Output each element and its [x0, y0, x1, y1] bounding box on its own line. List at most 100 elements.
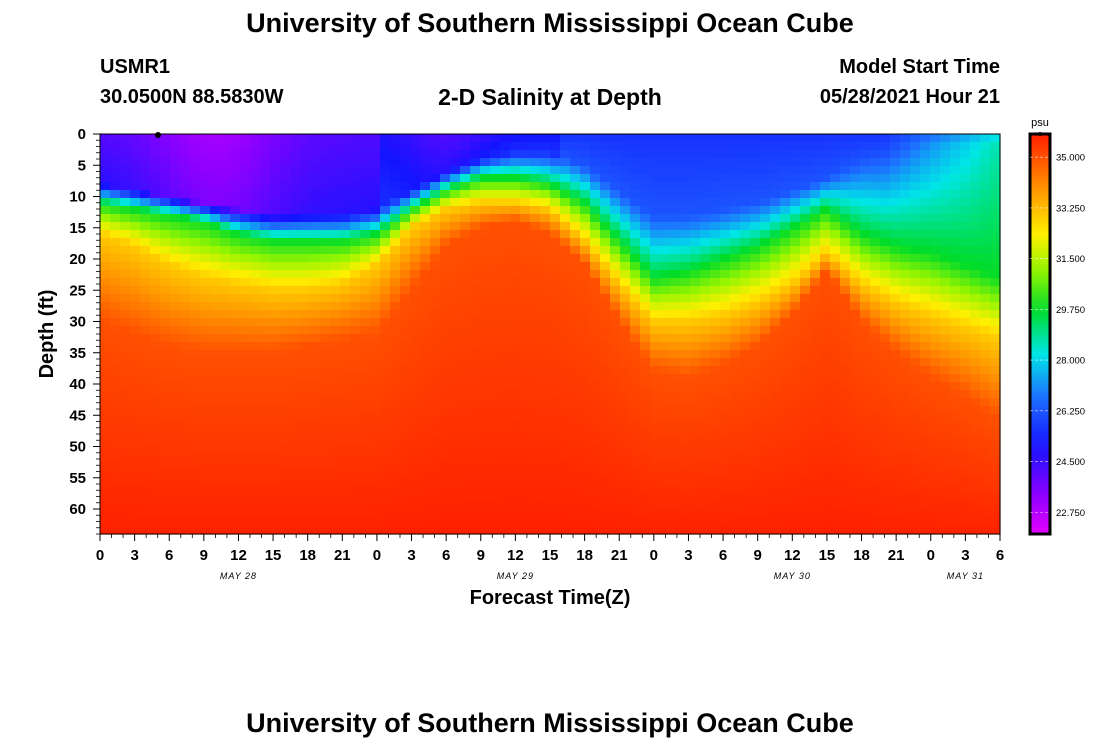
heatmap-cell: [540, 174, 551, 183]
heatmap-cell: [240, 270, 251, 279]
heatmap-cell: [450, 438, 461, 447]
heatmap-cell: [940, 502, 951, 511]
heatmap-cell: [900, 422, 911, 431]
heatmap-cell: [810, 254, 821, 263]
heatmap-cell: [160, 422, 171, 431]
heatmap-cell: [930, 342, 941, 351]
heatmap-cell: [140, 286, 151, 295]
heatmap-cell: [850, 470, 861, 479]
heatmap-cell: [450, 246, 461, 255]
heatmap-cell: [110, 278, 121, 287]
heatmap-cell: [950, 422, 961, 431]
heatmap-cell: [310, 174, 321, 183]
heatmap-cell: [250, 470, 261, 479]
heatmap-cell: [890, 422, 901, 431]
heatmap-cell: [190, 478, 201, 487]
heatmap-cell: [280, 358, 291, 367]
heatmap-cell: [690, 270, 701, 279]
heatmap-cell: [330, 510, 341, 519]
heatmap-cell: [510, 134, 521, 143]
heatmap-cell: [680, 254, 691, 263]
heatmap-cell: [800, 502, 811, 511]
heatmap-cell: [520, 478, 531, 487]
heatmap-cell: [440, 254, 451, 263]
heatmap-cell: [630, 454, 641, 463]
heatmap-cell: [300, 190, 311, 199]
heatmap-cell: [500, 142, 511, 151]
heatmap-cell: [250, 382, 261, 391]
heatmap-cell: [500, 462, 511, 471]
heatmap-cell: [920, 398, 931, 407]
x-tick-label: 0: [96, 547, 104, 564]
heatmap-cell: [110, 486, 121, 495]
heatmap-cell: [430, 174, 441, 183]
heatmap-cell: [850, 414, 861, 423]
heatmap-cell: [390, 470, 401, 479]
heatmap-cell: [260, 302, 271, 311]
heatmap-cell: [270, 398, 281, 407]
heatmap-cell: [630, 366, 641, 375]
heatmap-cell: [630, 134, 641, 143]
heatmap-cell: [890, 198, 901, 207]
heatmap-cell: [120, 182, 131, 191]
heatmap-cell: [770, 446, 781, 455]
heatmap-cell: [660, 190, 671, 199]
heatmap-cell: [410, 222, 421, 231]
heatmap-cell: [270, 342, 281, 351]
heatmap-cell: [700, 382, 711, 391]
heatmap-cell: [710, 398, 721, 407]
heatmap-cell: [820, 198, 831, 207]
heatmap-cell: [220, 134, 231, 143]
heatmap-cell: [250, 510, 261, 519]
heatmap-cell: [980, 350, 991, 359]
heatmap-cell: [420, 382, 431, 391]
heatmap-cell: [780, 294, 791, 303]
heatmap-cell: [370, 254, 381, 263]
heatmap-cell: [660, 342, 671, 351]
heatmap-cell: [160, 166, 171, 175]
heatmap-cell: [560, 398, 571, 407]
heatmap-cell: [770, 438, 781, 447]
heatmap-cell: [210, 134, 221, 143]
heatmap-cell: [390, 222, 401, 231]
heatmap-cell: [550, 326, 561, 335]
heatmap-cell: [330, 478, 341, 487]
heatmap-cell: [680, 350, 691, 359]
heatmap-cell: [100, 422, 111, 431]
heatmap-cell: [460, 310, 471, 319]
heatmap-cell: [270, 470, 281, 479]
heatmap-cell: [410, 422, 421, 431]
heatmap-cell: [150, 446, 161, 455]
heatmap-cell: [990, 494, 1001, 503]
heatmap-cell: [410, 366, 421, 375]
heatmap-cell: [230, 278, 241, 287]
heatmap-cell: [750, 390, 761, 399]
x-tick-label: 3: [961, 547, 969, 564]
heatmap-cell: [360, 158, 371, 167]
heatmap-cell: [420, 302, 431, 311]
heatmap-cell: [590, 278, 601, 287]
heatmap-cell: [270, 326, 281, 335]
heatmap-cell: [200, 302, 211, 311]
x-tick-label: 18: [299, 547, 316, 564]
heatmap-cell: [200, 174, 211, 183]
heatmap-cell: [540, 502, 551, 511]
heatmap-cell: [150, 334, 161, 343]
heatmap-cell: [690, 470, 701, 479]
heatmap-cell: [390, 206, 401, 215]
heatmap-cell: [830, 454, 841, 463]
heatmap-cell: [640, 454, 651, 463]
heatmap-cell: [150, 518, 161, 527]
heatmap-cell: [240, 430, 251, 439]
heatmap-cell: [470, 318, 481, 327]
heatmap-cell: [280, 182, 291, 191]
heatmap-cell: [440, 438, 451, 447]
heatmap-cell: [990, 414, 1001, 423]
heatmap-cell: [690, 390, 701, 399]
heatmap-cell: [860, 302, 871, 311]
y-tick-label: 35: [69, 345, 86, 362]
heatmap-cell: [970, 262, 981, 271]
heatmap-cell: [600, 406, 611, 415]
heatmap-cell: [890, 334, 901, 343]
heatmap-cell: [580, 414, 591, 423]
